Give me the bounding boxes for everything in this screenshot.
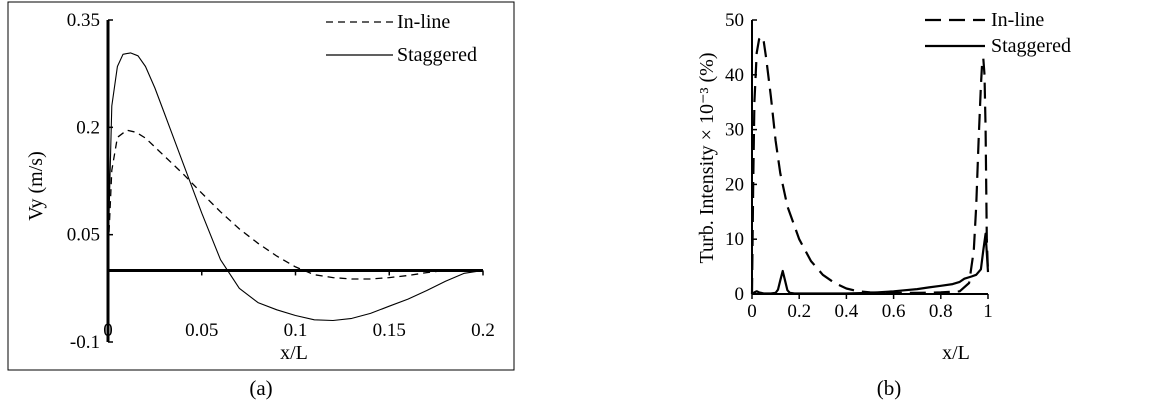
panel-a-frame	[7, 1, 515, 371]
x-tick-label: 0.4	[835, 301, 859, 322]
panel-a-caption: (a)	[249, 376, 272, 400]
x-tick-label: 0.2	[471, 320, 495, 341]
x-tick-label: 0.6	[882, 301, 906, 322]
y-tick-label: 40	[725, 65, 744, 86]
y-tick-label: -0.1	[70, 332, 100, 353]
panel-a-ylabel: Vy (m/s)	[25, 151, 47, 220]
legend-b-inline-label: In-line	[991, 9, 1044, 31]
x-tick-label: 0.1	[284, 320, 308, 341]
legend-b-staggered-label: Staggered	[991, 35, 1071, 57]
panel-a: -0.10.050.20.350 0.05 0.1 0.15 0.2 Vy (m/s) …	[7, 1, 515, 371]
x-tick-label: 0	[747, 301, 757, 322]
x-tick-label: 0.05	[185, 320, 218, 341]
panel-b: 0 10 20 30 40 50 0 0.2 0.4 0.6 0.8 1 Turb. Intensit…	[696, 9, 1071, 364]
series-line-in-line	[107, 129, 483, 280]
series-line-staggered	[751, 232, 990, 295]
y-tick-label: 0.35	[67, 10, 100, 31]
y-tick-label: 30	[725, 120, 744, 141]
panel-a-marks: -0.1 0.05 0.2 0.35 0 0.05 0.1 0.15 0.2	[67, 10, 495, 353]
y-tick-label: 0.05	[67, 225, 100, 246]
panel-a-xlabel: x/L	[280, 342, 308, 364]
panel-b-ylabel: Turb. Intensity × 10⁻³ (%)	[696, 53, 718, 264]
x-tick-label: 0.2	[787, 301, 811, 322]
x-tick-label: 0.15	[373, 320, 406, 341]
series-line-staggered	[107, 52, 484, 322]
x-tick-label: 0	[103, 320, 113, 341]
y-tick-label: 0.2	[76, 117, 100, 138]
panel-b-xlabel: x/L	[942, 342, 970, 364]
panel-b-caption: (b)	[877, 376, 902, 400]
y-tick-label: 50	[725, 10, 744, 31]
legend-a-inline-label: In-line	[397, 11, 450, 33]
x-tick-label: 1	[983, 301, 993, 322]
series-line-in-line	[750, 35, 990, 295]
y-tick-label: 10	[725, 229, 744, 250]
legend-a-staggered-label: Staggered	[397, 44, 477, 66]
panel-b-marks: 0 10 20 30 40 50 0 0.2 0.4 0.6 0.8 1	[725, 10, 993, 322]
x-tick-label: 0.8	[929, 301, 953, 322]
y-tick-label: 0	[735, 284, 745, 305]
y-tick-label: 20	[725, 174, 744, 195]
